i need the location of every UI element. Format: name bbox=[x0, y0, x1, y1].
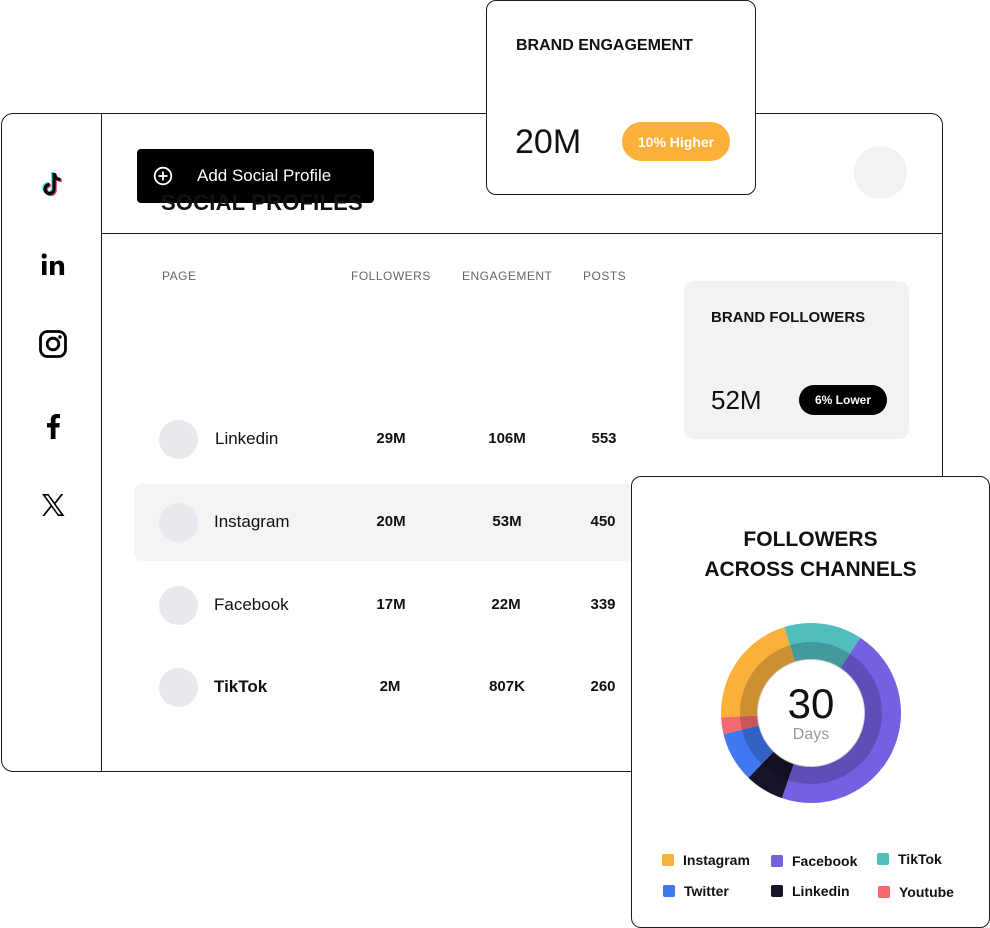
column-header-followers: FOLLOWERS bbox=[351, 269, 431, 283]
brand-engagement-card: BRAND ENGAGEMENT 20M 10% Higher bbox=[486, 0, 756, 195]
donut-center-value: 30 bbox=[787, 680, 835, 727]
table-row[interactable]: Linkedin 29M 106M 553 bbox=[134, 401, 634, 478]
legend-swatch bbox=[663, 885, 675, 897]
followers-value: 17M bbox=[376, 596, 406, 613]
legend-label: TikTok bbox=[898, 851, 942, 867]
followers-value: 29M bbox=[376, 430, 406, 447]
brand-followers-badge: 6% Lower bbox=[799, 385, 887, 415]
engagement-value: 807K bbox=[489, 678, 525, 695]
main-panel: Add Social Profile bbox=[1, 113, 943, 772]
linkedin-icon[interactable] bbox=[38, 250, 68, 280]
legend-swatch bbox=[662, 854, 674, 866]
legend-item-facebook: Facebook bbox=[771, 853, 857, 869]
legend-swatch bbox=[877, 853, 889, 865]
tiktok-icon[interactable] bbox=[38, 170, 68, 200]
brand-followers-card: BRAND FOLLOWERS 52M 6% Lower bbox=[684, 281, 909, 439]
posts-value: 450 bbox=[590, 513, 616, 530]
engagement-value: 22M bbox=[491, 596, 521, 613]
donut-slice-linkedin bbox=[748, 751, 794, 799]
donut-chart bbox=[721, 623, 902, 803]
facebook-icon[interactable] bbox=[38, 411, 68, 441]
avatar[interactable] bbox=[854, 146, 907, 199]
donut-inner-ring bbox=[740, 642, 882, 784]
table-row[interactable]: Instagram 20M 53M 450 bbox=[134, 484, 634, 561]
posts-value: 339 bbox=[590, 596, 616, 613]
legend-item-tiktok: TikTok bbox=[877, 851, 942, 867]
x-twitter-icon[interactable] bbox=[38, 490, 68, 520]
page-name: Linkedin bbox=[215, 429, 279, 448]
page-name: Facebook bbox=[214, 595, 289, 614]
chart-title-line1: FOLLOWERS bbox=[743, 528, 878, 551]
engagement-value: 106M bbox=[488, 430, 526, 447]
brand-followers-value: 52M bbox=[711, 385, 762, 415]
legend-label: Facebook bbox=[792, 853, 858, 869]
section-title: SOCIAL PROFILES bbox=[161, 190, 363, 215]
column-header-page: PAGE bbox=[162, 269, 197, 283]
followers-across-channels-card: FOLLOWERS ACROSS CHANNELS 30 Days Instag… bbox=[631, 476, 990, 928]
page-name: Instagram bbox=[214, 512, 290, 531]
page-name: TikTok bbox=[214, 677, 268, 696]
followers-value: 2M bbox=[379, 678, 401, 695]
chart-title-line2: ACROSS CHANNELS bbox=[704, 558, 917, 581]
legend-label: Linkedin bbox=[792, 883, 850, 899]
legend-item-instagram: Instagram bbox=[662, 852, 750, 868]
donut-center-label: Days bbox=[792, 726, 830, 743]
donut-hole bbox=[758, 660, 864, 766]
add-social-profile-button[interactable]: Add Social Profile bbox=[137, 149, 374, 203]
top-bar: Add Social Profile bbox=[102, 114, 942, 234]
add-social-profile-label: Add Social Profile bbox=[197, 166, 332, 185]
legend-label: Twitter bbox=[684, 883, 729, 899]
followers-value: 20M bbox=[376, 513, 406, 530]
donut-slice-instagram bbox=[721, 627, 796, 718]
legend-label: Youtube bbox=[899, 884, 954, 900]
legend-item-twitter: Twitter bbox=[663, 883, 729, 899]
sidebar bbox=[2, 114, 102, 771]
donut-slice-twitter bbox=[723, 725, 774, 778]
page-avatar bbox=[159, 586, 198, 625]
legend-item-youtube: Youtube bbox=[878, 884, 954, 900]
donut-slice-tiktok bbox=[784, 623, 861, 668]
posts-value: 260 bbox=[590, 678, 616, 695]
page-avatar bbox=[159, 503, 198, 542]
donut-center: 30 Days bbox=[720, 622, 902, 804]
donut-slice-youtube bbox=[721, 715, 759, 735]
donut-slice-facebook bbox=[781, 637, 902, 803]
table-row[interactable]: TikTok 2M 807K 260 bbox=[134, 649, 634, 726]
posts-value: 553 bbox=[591, 430, 617, 447]
table-row[interactable]: Facebook 17M 22M 339 bbox=[134, 567, 634, 644]
brand-engagement-title: BRAND ENGAGEMENT bbox=[516, 37, 693, 54]
column-header-engagement: ENGAGEMENT bbox=[462, 269, 553, 283]
engagement-value: 53M bbox=[492, 513, 522, 530]
page-avatar bbox=[159, 420, 198, 459]
plus-circle-icon bbox=[153, 166, 173, 186]
brand-engagement-value: 20M bbox=[515, 123, 582, 161]
legend-label: Instagram bbox=[683, 852, 750, 868]
legend-swatch bbox=[878, 886, 890, 898]
instagram-icon[interactable] bbox=[38, 329, 68, 359]
brand-engagement-badge: 10% Higher bbox=[622, 122, 730, 161]
page-avatar bbox=[159, 668, 198, 707]
column-header-posts: POSTS bbox=[583, 269, 627, 283]
legend-swatch bbox=[771, 855, 783, 867]
brand-followers-title: BRAND FOLLOWERS bbox=[711, 309, 866, 326]
chart-title: FOLLOWERS ACROSS CHANNELS bbox=[632, 525, 989, 585]
legend-item-linkedin: Linkedin bbox=[771, 883, 850, 899]
legend-swatch bbox=[771, 885, 783, 897]
